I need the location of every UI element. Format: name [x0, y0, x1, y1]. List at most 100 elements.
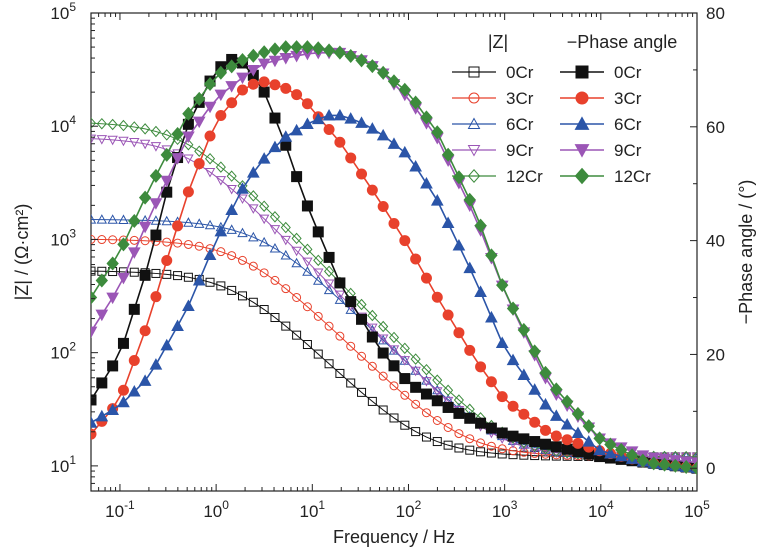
impedance-point	[497, 444, 507, 454]
x-tick-label: 102	[396, 498, 422, 521]
impedance-point	[129, 267, 139, 277]
phase-point	[410, 253, 422, 265]
x-tick-label: 100	[203, 498, 229, 521]
impedance-point	[96, 117, 107, 130]
impedance-point	[454, 429, 464, 439]
impedance-point	[291, 232, 302, 245]
phase-point	[322, 43, 336, 58]
phase-point	[550, 430, 562, 442]
impedance-point	[367, 323, 378, 334]
impedance-point	[226, 170, 237, 182]
phase-point	[182, 186, 194, 198]
y-left-tick-label: 103	[50, 226, 76, 249]
impedance-point	[91, 134, 97, 145]
phase-point	[366, 122, 379, 134]
impedance-point	[215, 161, 226, 173]
impedance-point	[421, 363, 432, 376]
impedance-point	[443, 440, 453, 450]
impedance-point	[411, 399, 421, 409]
phase-point	[257, 152, 271, 164]
impedance-point	[486, 448, 496, 458]
impedance-point	[150, 215, 162, 225]
phase-point	[128, 355, 140, 367]
phase-point	[399, 235, 411, 247]
phase-point	[301, 117, 314, 129]
phase-point	[377, 65, 390, 80]
legend-header-phase: −Phase angle	[567, 32, 678, 52]
impedance-point	[194, 145, 205, 157]
impedance-point	[129, 138, 140, 148]
phase-point	[366, 59, 379, 74]
impedance-point	[400, 390, 410, 400]
phase-point	[528, 383, 542, 395]
impedance-point	[313, 254, 324, 267]
legend-phase-label: 9Cr	[614, 141, 642, 160]
phase-point	[91, 394, 97, 406]
impedance-point	[334, 290, 346, 301]
impedance-point	[173, 271, 183, 281]
phase-point	[507, 400, 519, 412]
y-right-tick-label: 20	[706, 345, 725, 364]
phase-point	[561, 443, 573, 455]
phase-point	[312, 41, 325, 56]
impedance-point	[378, 405, 388, 415]
legend-phase-marker	[574, 116, 590, 130]
phase-point	[237, 84, 248, 96]
impedance-point	[335, 368, 345, 378]
impedance-point	[238, 291, 247, 301]
phase-point	[192, 116, 206, 129]
phase-point	[507, 430, 519, 442]
phase-point	[344, 112, 358, 124]
phase-point	[269, 112, 281, 124]
impedance-point	[443, 384, 454, 397]
series-layer	[91, 40, 697, 476]
legend-phase-marker	[575, 65, 589, 79]
phase-point	[91, 326, 98, 339]
phase-point	[485, 310, 498, 323]
phase-point	[246, 65, 260, 77]
phase-point	[160, 175, 174, 188]
impedance-point	[453, 394, 464, 406]
phase-point	[506, 353, 520, 366]
legend-phase-label: 6Cr	[614, 115, 642, 134]
impedance-point	[270, 313, 280, 323]
phase-point	[138, 374, 152, 386]
phase-point	[301, 200, 313, 212]
phase-point	[312, 226, 324, 238]
phase-point	[247, 78, 259, 90]
phase-series-12Cr	[91, 40, 697, 476]
phase-point	[582, 419, 595, 434]
phase-point	[518, 408, 530, 420]
impedance-point	[357, 351, 367, 361]
phase-point	[409, 95, 422, 110]
x-tick-label: 10-1	[105, 498, 135, 521]
phase-point	[680, 460, 693, 475]
phase-point	[615, 442, 628, 457]
impedance-point	[411, 427, 421, 437]
impedance-point	[280, 221, 291, 234]
phase-point	[247, 48, 260, 63]
impedance-point	[216, 281, 226, 291]
impedance-point	[324, 321, 334, 331]
impedance-point	[410, 366, 421, 377]
impedance-point	[259, 200, 270, 212]
impedance-point	[388, 331, 400, 344]
phase-point	[356, 168, 368, 180]
impedance-point	[237, 194, 248, 204]
impedance-point	[258, 214, 270, 225]
phase-point	[506, 301, 520, 316]
phase-point	[128, 214, 141, 229]
impedance-point	[259, 268, 269, 278]
phase-point	[452, 170, 466, 185]
impedance-point	[96, 135, 108, 145]
series-group	[91, 40, 697, 476]
phase-point	[398, 82, 411, 97]
impedance-point	[465, 445, 475, 455]
phase-point	[453, 327, 465, 339]
impedance-point	[140, 236, 150, 246]
phase-point	[138, 221, 152, 234]
phase-point	[474, 285, 487, 297]
x-tick-label: 103	[492, 498, 518, 521]
impedance-point	[292, 292, 302, 302]
